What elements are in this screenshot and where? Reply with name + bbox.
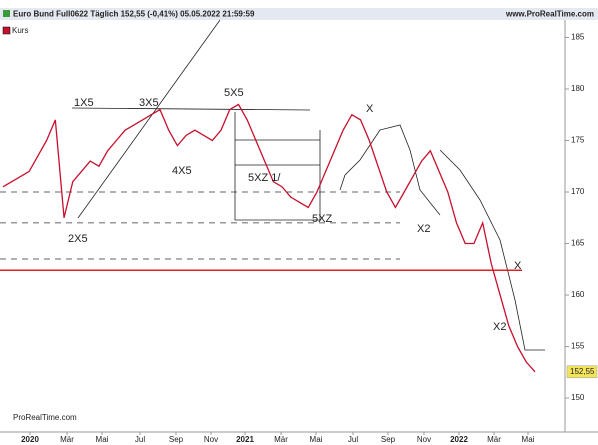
icon	[3, 10, 10, 17]
x-tick-label: Mär	[487, 435, 501, 444]
x-tick-label: 2022	[450, 435, 468, 444]
x-tick-label: Sep	[169, 435, 184, 444]
annotation: X2	[493, 321, 506, 333]
step-lines	[339, 124, 441, 216]
y-tick-label: 175	[571, 136, 585, 145]
y-tick-label: 185	[571, 33, 585, 42]
annotation: X	[514, 260, 522, 272]
x-tick-label: Sep	[381, 435, 396, 444]
x-tick-label: Jul	[135, 435, 145, 444]
x-tick-label: Nov	[204, 435, 218, 444]
x-tick-label: Mai	[96, 435, 109, 444]
annotation: X	[366, 103, 374, 115]
last-value-label: 152,55	[570, 367, 595, 376]
x-tick-label: Mai	[522, 435, 535, 444]
y-tick-label: 155	[571, 342, 585, 351]
last-value-box	[566, 365, 598, 379]
x-tick-label: Mai	[310, 435, 323, 444]
y-tick-label: 180	[571, 84, 585, 93]
annotation: 4X5	[172, 165, 192, 177]
annotation: 5XZ 1/	[248, 172, 281, 184]
source: www.ProRealTime.com	[505, 10, 594, 19]
chart-title: Euro Bund Full0622 Täglich 152,55 (-0,41…	[13, 10, 255, 19]
step-lines	[439, 149, 545, 351]
annotation: 2X5	[68, 233, 88, 245]
y-tick-label: 165	[571, 239, 585, 248]
footer: ProRealTime.com	[13, 413, 77, 422]
x-tick-label: 2021	[236, 435, 254, 444]
legend-label: Kurs	[12, 26, 28, 35]
x-tick-label: Mär	[274, 435, 288, 444]
y-tick-label: 170	[571, 187, 585, 196]
annotation: 3X5	[139, 97, 159, 109]
annotation: 5X5	[224, 87, 244, 99]
x-tick-label: Jul	[348, 435, 358, 444]
box-lines	[71, 107, 321, 221]
x-tick-label: Mär	[60, 435, 74, 444]
x-tick-label: 2020	[21, 435, 39, 444]
annotation: X2	[417, 223, 430, 235]
drawings	[71, 19, 545, 351]
price-line	[2, 103, 536, 373]
x-tick-label: Nov	[417, 435, 431, 444]
annotation: 1X5	[74, 97, 94, 109]
legend-swatch	[2, 26, 11, 35]
trend-line	[77, 19, 221, 219]
y-tick-label: 150	[571, 393, 585, 402]
header-bar	[0, 8, 598, 20]
annotation: 5XZ	[312, 213, 332, 225]
y-tick-label: 160	[571, 290, 585, 299]
